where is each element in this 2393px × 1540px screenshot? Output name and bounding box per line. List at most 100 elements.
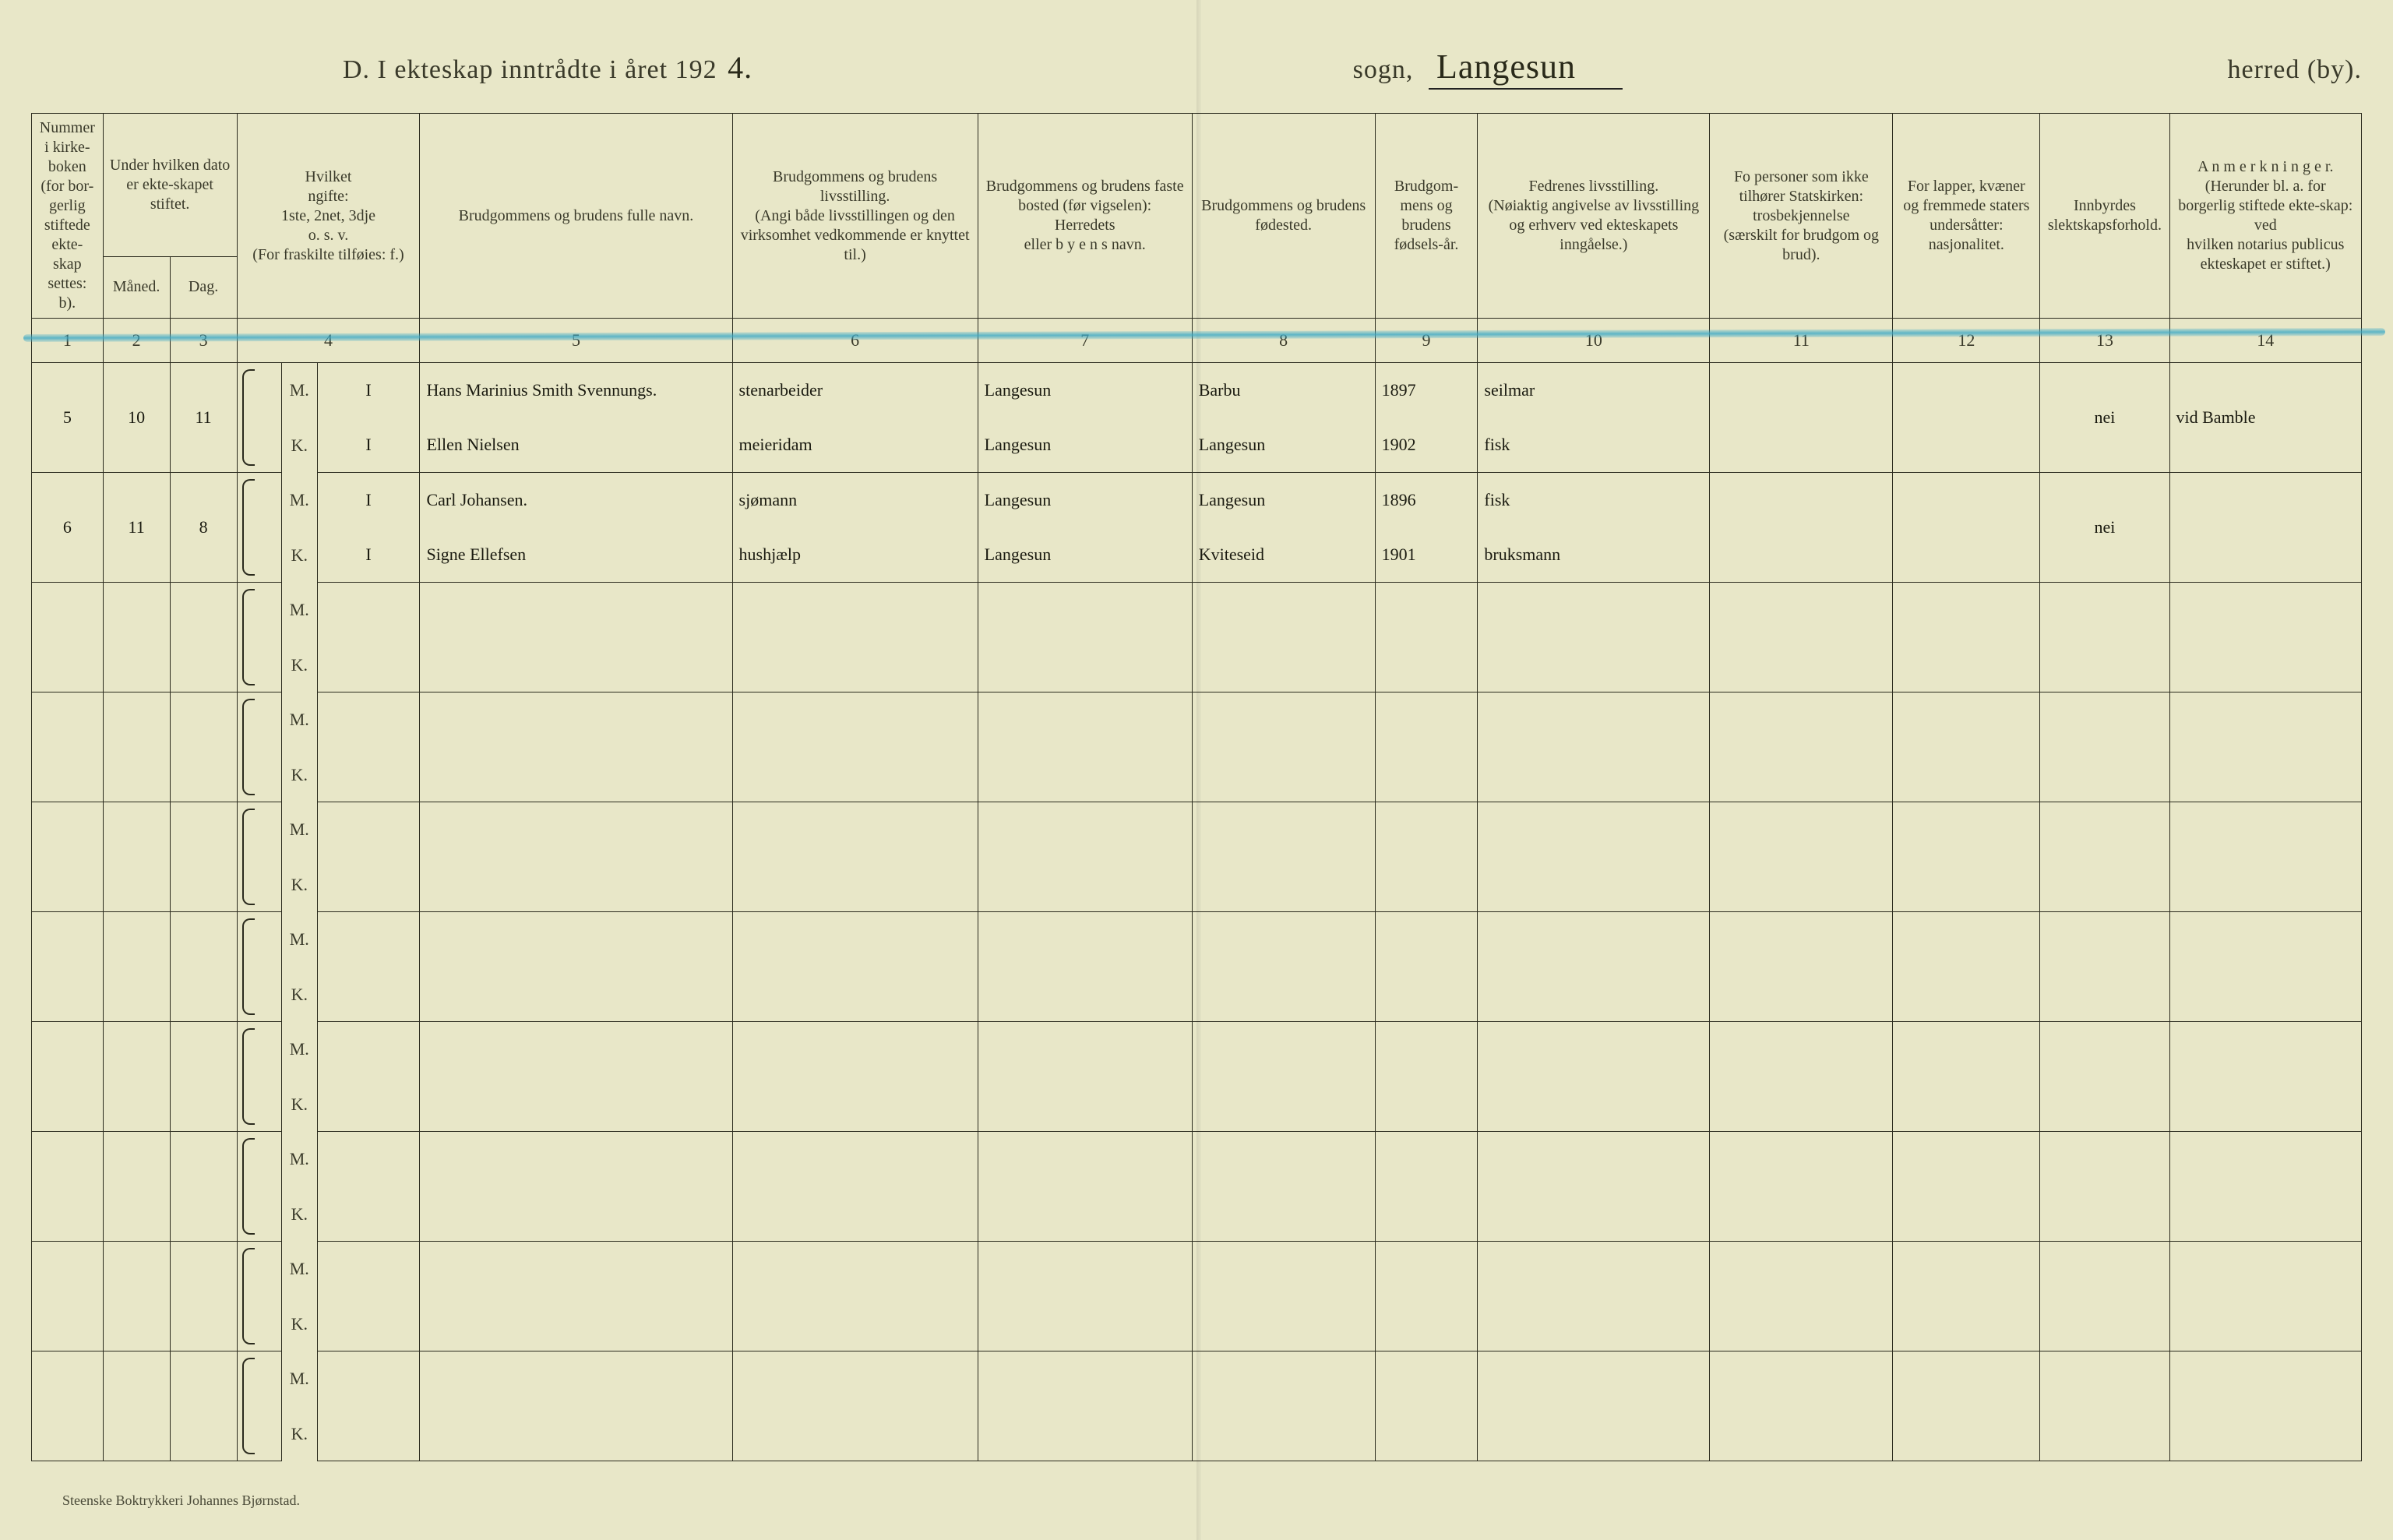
cell-m-trosbekjennelse [1710, 802, 1893, 858]
gifte-k [317, 747, 420, 802]
col-header-5: Brudgommens og brudens fulle navn. [420, 114, 732, 319]
cell-k-fodselsaar [1375, 967, 1478, 1022]
gifte-k: I [317, 527, 420, 583]
printer-footer: Steenske Boktrykkeri Johannes Bjørnstad. [62, 1492, 300, 1509]
cell-k-navn [420, 1077, 732, 1132]
colnum-7: 7 [978, 319, 1192, 363]
mk-label-k: K. [281, 1406, 317, 1461]
cell-m-fodselsaar [1375, 692, 1478, 748]
col-header-7: Brudgommens og brudens faste bosted (før… [978, 114, 1192, 319]
entry-number: 6 [32, 473, 104, 583]
cell-m-fedre [1478, 692, 1710, 748]
cell-k-nasjonalitet [1893, 1296, 2040, 1351]
cell-k-bosted [978, 1186, 1192, 1242]
cell-m-fodested [1192, 1351, 1375, 1407]
cell-k-nasjonalitet [1893, 418, 2040, 473]
cell-m-fodselsaar [1375, 1132, 1478, 1187]
cell-k-fedre [1478, 1406, 1710, 1461]
cell-m-bosted [978, 1351, 1192, 1407]
mk-label-m: M. [281, 473, 317, 528]
cell-k-nasjonalitet [1893, 1186, 2040, 1242]
mk-label-k: K. [281, 418, 317, 473]
colnum-8: 8 [1192, 319, 1375, 363]
cell-k-trosbekjennelse [1710, 1186, 1893, 1242]
cell-k-fodselsaar [1375, 747, 1478, 802]
entry-month: 10 [103, 363, 170, 473]
cell-m-fodested [1192, 1242, 1375, 1297]
cell-k-trosbekjennelse [1710, 1406, 1893, 1461]
colnum-3: 3 [170, 319, 237, 363]
gifte-m [317, 802, 420, 858]
cell-m-bosted [978, 1022, 1192, 1077]
cell-k-livsstilling [732, 967, 978, 1022]
cell-m-fodested: Barbu [1192, 363, 1375, 418]
cell-k-navn [420, 967, 732, 1022]
cell-k-trosbekjennelse [1710, 527, 1893, 583]
mk-label-m: M. [281, 1351, 317, 1407]
sogn-value-handwritten: Langesun [1429, 47, 1623, 90]
cell-m-fodested [1192, 1022, 1375, 1077]
cell-k-fodested [1192, 747, 1375, 802]
cell-m-fedre [1478, 583, 1710, 638]
cell-k-livsstilling [732, 1186, 978, 1242]
cell-m-nasjonalitet [1893, 363, 2040, 418]
cell-m-livsstilling: stenarbeider [732, 363, 978, 418]
colnum-4: 4 [237, 319, 420, 363]
cell-m-livsstilling: sjømann [732, 473, 978, 528]
cell-m-fodested [1192, 912, 1375, 967]
colnum-13: 13 [2040, 319, 2169, 363]
cell-k-livsstilling [732, 747, 978, 802]
entry-day [170, 583, 237, 692]
cell-m-fodselsaar [1375, 912, 1478, 967]
cell-anmerkninger [2169, 912, 2361, 1022]
cell-k-livsstilling [732, 857, 978, 912]
cell-innbyrdes [2040, 1132, 2169, 1242]
cell-m-fedre [1478, 1132, 1710, 1187]
herred-label: herred (by). [2228, 55, 2362, 85]
cell-m-navn [420, 1022, 732, 1077]
colnum-5: 5 [420, 319, 732, 363]
cell-m-trosbekjennelse [1710, 1022, 1893, 1077]
cell-m-livsstilling [732, 1132, 978, 1187]
cell-k-fodselsaar [1375, 637, 1478, 692]
cell-k-trosbekjennelse [1710, 1077, 1893, 1132]
cell-k-fedre [1478, 1296, 1710, 1351]
cell-m-trosbekjennelse [1710, 1242, 1893, 1297]
entry-day [170, 1132, 237, 1242]
col-header-4: Hvilket ngifte: 1ste, 2net, 3dje o. s. v… [237, 114, 420, 319]
colnum-6: 6 [732, 319, 978, 363]
col-header-2b: Dag. [170, 256, 237, 318]
cell-m-trosbekjennelse [1710, 1351, 1893, 1407]
cell-m-trosbekjennelse [1710, 583, 1893, 638]
entry-day: 8 [170, 473, 237, 583]
cell-k-nasjonalitet [1893, 967, 2040, 1022]
mk-label-m: M. [281, 583, 317, 638]
col-header-14: A n m e r k n i n g e r. (Herunder bl. a… [2169, 114, 2361, 319]
cell-anmerkninger: vid Bamble [2169, 363, 2361, 473]
cell-m-navn: Hans Marinius Smith Svennungs. [420, 363, 732, 418]
col-header-9: Brudgom-mens og brudens fødsels-år. [1375, 114, 1478, 319]
cell-m-bosted: Langesun [978, 473, 1192, 528]
cell-k-fedre [1478, 857, 1710, 912]
title-year-handwritten: 4. [728, 49, 752, 86]
cell-m-livsstilling [732, 692, 978, 748]
cell-m-nasjonalitet [1893, 1242, 2040, 1297]
col-header-6: Brudgommens og brudens livsstilling. (An… [732, 114, 978, 319]
cell-k-trosbekjennelse [1710, 418, 1893, 473]
entry-month [103, 1351, 170, 1461]
cell-m-bosted [978, 1242, 1192, 1297]
cell-k-fodselsaar [1375, 1296, 1478, 1351]
entry-day [170, 1351, 237, 1461]
cell-m-navn [420, 912, 732, 967]
cell-m-bosted [978, 1132, 1192, 1187]
cell-m-fodselsaar [1375, 583, 1478, 638]
cell-m-fedre [1478, 1022, 1710, 1077]
pair-bracket [237, 1022, 281, 1132]
cell-m-fedre [1478, 912, 1710, 967]
col-header-12: For lapper, kvæner og fremmede staters u… [1893, 114, 2040, 319]
cell-k-bosted: Langesun [978, 527, 1192, 583]
pair-bracket [237, 583, 281, 692]
cell-k-navn [420, 1406, 732, 1461]
cell-m-fodested [1192, 692, 1375, 748]
entry-day [170, 1022, 237, 1132]
